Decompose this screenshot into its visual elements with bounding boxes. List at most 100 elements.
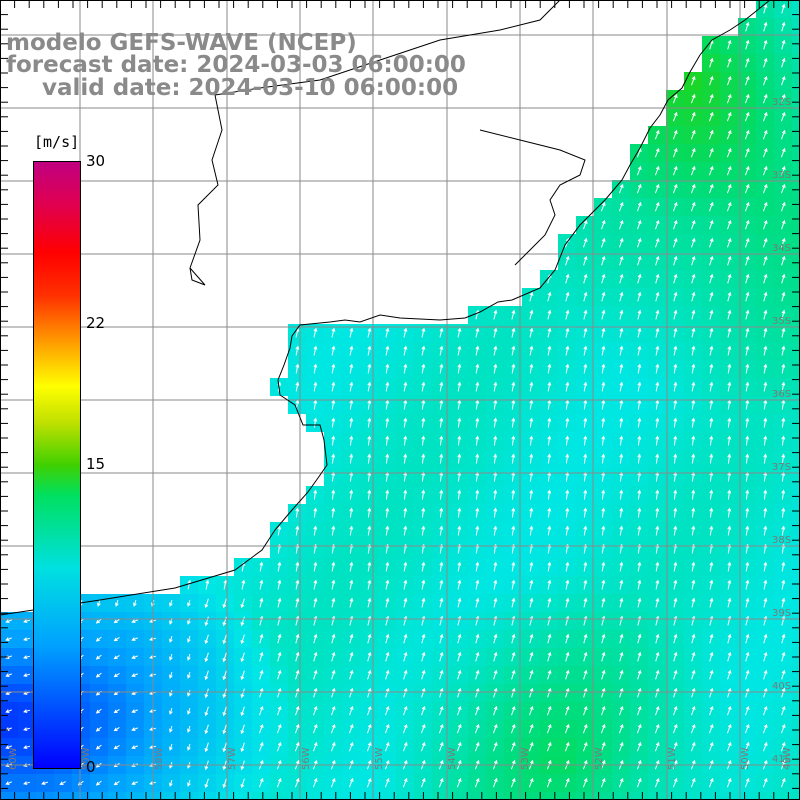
wind-arrow: [475, 435, 480, 446]
wind-arrow: [709, 579, 714, 590]
wind-arrow: [673, 507, 678, 518]
wind-arrow: [655, 561, 660, 572]
wind-arrow: [654, 165, 660, 176]
wind-arrow: [385, 633, 390, 644]
wind-arrow: [780, 723, 786, 734]
colorbar-tick-label: 15: [86, 455, 106, 473]
wind-arrow: [511, 507, 516, 518]
wind-arrow: [565, 435, 570, 446]
wind-arrow: [331, 525, 336, 536]
wind-arrow: [637, 669, 642, 680]
wind-speed-cell: [234, 792, 252, 800]
wind-speed-cell: [306, 792, 324, 800]
wind-arrow: [295, 633, 300, 644]
wind-arrow: [709, 219, 714, 230]
wind-arrow: [583, 705, 588, 716]
wind-speed-cell: [540, 792, 558, 800]
wind-arrow: [565, 507, 570, 518]
wind-arrow: [367, 345, 372, 356]
wind-arrow: [331, 705, 336, 716]
wind-arrow: [456, 741, 462, 752]
wind-speed-cell: [180, 792, 198, 800]
wind-arrow: [23, 673, 31, 677]
wind-arrow: [691, 597, 696, 608]
wind-arrow: [259, 669, 264, 680]
wind-arrow: [583, 273, 588, 284]
wind-arrow: [403, 489, 408, 500]
wind-arrow: [763, 669, 768, 680]
wind-arrow: [654, 777, 660, 788]
wind-arrow: [330, 741, 336, 752]
wind-arrow: [744, 111, 750, 122]
model-title: modelo GEFS-WAVE (NCEP): [6, 30, 357, 56]
wind-arrow: [763, 525, 768, 536]
wind-arrow: [655, 669, 660, 680]
wind-arrow: [402, 777, 408, 788]
wind-arrow: [763, 507, 768, 518]
wind-arrow: [727, 633, 732, 644]
wind-arrow: [113, 618, 120, 624]
wind-arrow: [637, 633, 642, 644]
wind-arrow: [385, 489, 390, 500]
wind-arrow: [295, 579, 300, 590]
wind-arrow: [367, 327, 372, 338]
wind-arrow: [762, 201, 768, 212]
wind-arrow: [690, 147, 696, 158]
wind-arrow: [403, 435, 408, 446]
wind-arrow: [709, 507, 714, 518]
wind-speed-cell: [792, 594, 800, 612]
colorbar: [33, 161, 81, 769]
valid-date: valid date: 2024-03-10 06:00:00: [42, 75, 459, 101]
wind-arrow: [601, 273, 606, 284]
wind-arrow: [691, 633, 696, 644]
wind-arrow: [511, 453, 516, 464]
wind-arrow: [781, 669, 786, 680]
wind-arrow: [349, 453, 354, 464]
wind-speed-cell: [666, 792, 684, 800]
wind-arrow: [655, 525, 660, 536]
wind-arrow: [529, 597, 534, 608]
wind-arrow: [601, 435, 606, 446]
wind-arrow: [726, 723, 732, 734]
wind-arrow: [403, 453, 408, 464]
wind-arrow: [222, 634, 227, 645]
wind-arrow: [420, 723, 426, 734]
wind-arrow: [673, 687, 678, 698]
wind-arrow: [421, 399, 426, 410]
wind-arrow: [475, 705, 480, 716]
wind-arrow: [673, 525, 678, 536]
wind-arrow: [475, 507, 480, 518]
wind-arrow: [421, 327, 426, 338]
wind-arrow: [295, 363, 300, 374]
wind-arrow: [511, 669, 516, 680]
wind-arrow: [780, 111, 786, 122]
wind-arrow: [565, 363, 570, 374]
wind-speed-cell: [630, 792, 648, 800]
wind-arrow: [745, 561, 750, 572]
wind-arrow: [475, 633, 480, 644]
wind-arrow: [313, 363, 318, 374]
wind-arrow: [691, 561, 696, 572]
wind-arrow: [295, 381, 300, 392]
wind-arrow: [673, 327, 678, 338]
wind-arrow: [529, 435, 534, 446]
wind-arrow: [673, 273, 678, 284]
wind-arrow: [672, 183, 678, 194]
wind-arrow: [259, 561, 264, 572]
wind-arrow: [5, 655, 12, 659]
wind-arrow: [59, 781, 66, 785]
wind-arrow: [709, 309, 714, 320]
wind-arrow: [457, 435, 462, 446]
wind-arrow: [745, 345, 750, 356]
wind-speed-cell: [792, 486, 800, 504]
wind-arrow: [240, 742, 245, 753]
wind-arrow: [637, 561, 642, 572]
wind-arrow: [241, 579, 246, 590]
wind-arrow: [691, 705, 696, 716]
wind-arrow: [511, 417, 516, 428]
wind-arrow: [23, 637, 31, 641]
wind-arrow: [673, 453, 678, 464]
wind-arrow: [349, 327, 354, 338]
wind-arrow: [529, 363, 534, 374]
wind-arrow: [745, 219, 750, 230]
